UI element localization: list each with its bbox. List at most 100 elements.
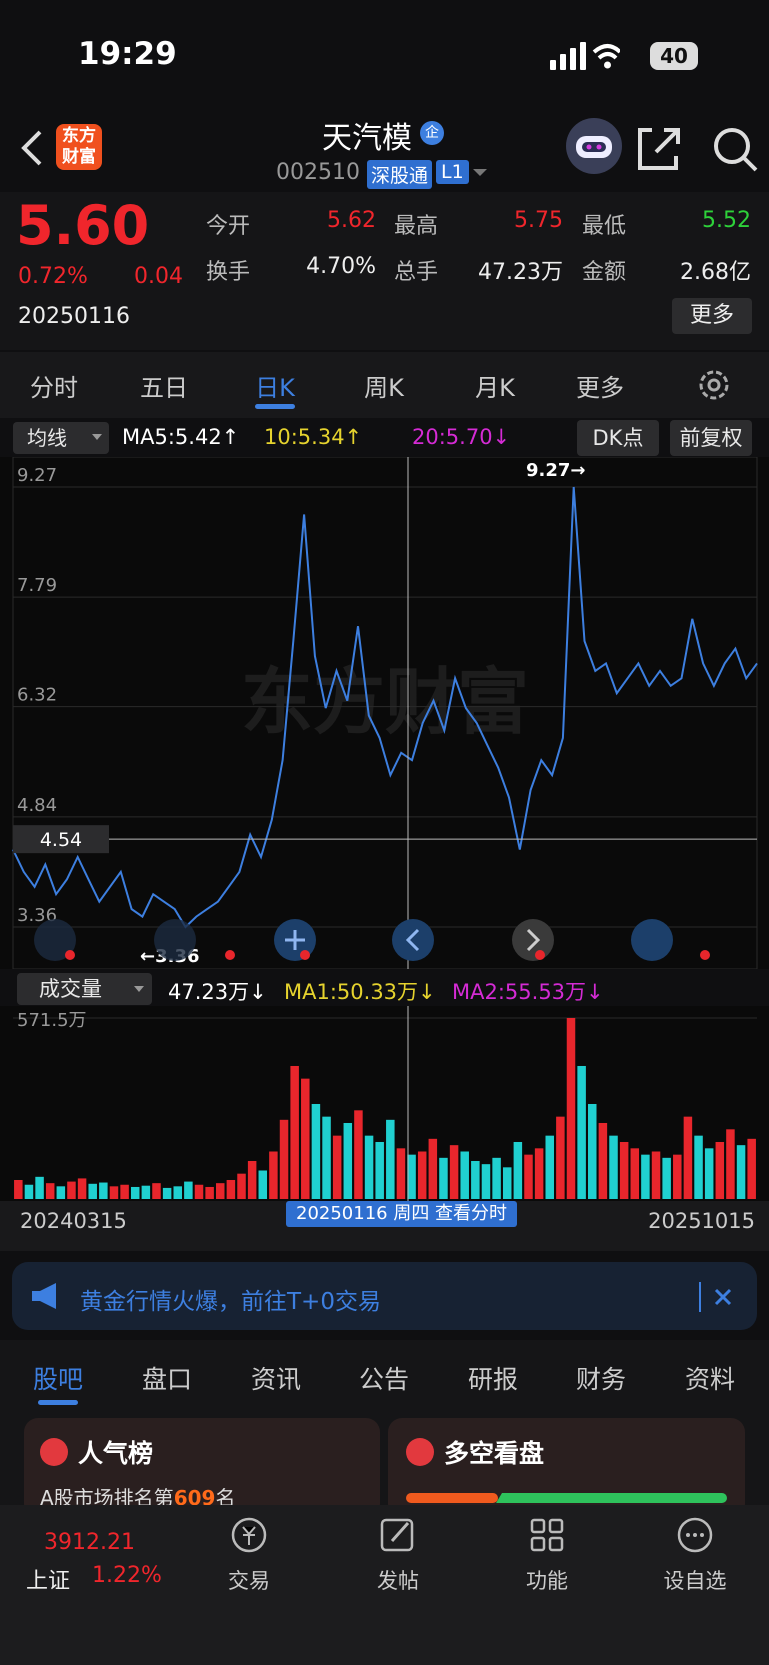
volume-bar: [184, 1181, 193, 1199]
period-tab[interactable]: 分时: [30, 374, 78, 402]
popular-icon: [40, 1438, 68, 1466]
dk-button[interactable]: DK点: [577, 420, 659, 456]
volume-bar: [396, 1148, 406, 1199]
field-label: 最低: [582, 214, 627, 239]
status-icons: [550, 42, 620, 70]
section-tab[interactable]: 股吧: [32, 1365, 83, 1394]
volume-bar: [428, 1138, 438, 1199]
volume-bar: [354, 1110, 363, 1199]
volume-bar: [269, 1151, 278, 1199]
volume-bar: [258, 1170, 268, 1199]
index-value: 3912.21: [44, 1530, 135, 1555]
section-underline: [38, 1400, 78, 1405]
date-tooltip[interactable]: 20250116 周四 查看分时: [286, 1201, 518, 1227]
ma-selector[interactable]: 均线: [13, 422, 109, 454]
volume-bar: [704, 1148, 714, 1199]
volume-bar: [364, 1135, 374, 1199]
volume-bar: [152, 1183, 161, 1199]
close-button[interactable]: [698, 1282, 738, 1312]
volume-bar: [439, 1157, 448, 1199]
volume-bar: [205, 1186, 214, 1199]
volume-bar: [343, 1122, 353, 1199]
adjust-button[interactable]: 前复权: [670, 420, 752, 456]
volume-bar: [35, 1176, 44, 1199]
volume-bar: [332, 1135, 342, 1199]
nav-item[interactable]: 功能: [526, 1569, 568, 1593]
volume-bar: [311, 1103, 321, 1199]
nav-item[interactable]: 设自选: [663, 1569, 727, 1593]
section-tab[interactable]: 财务: [575, 1365, 626, 1394]
section-tab[interactable]: 盘口: [141, 1365, 192, 1394]
period-tab[interactable]: 更多: [576, 374, 624, 402]
nav-item[interactable]: 交易: [228, 1569, 270, 1593]
y-tick-label: 7.79: [17, 575, 57, 596]
volume-ma2: MA2:55.53万↓: [452, 980, 604, 1004]
plot-frame: [12, 457, 758, 969]
ma20: 20:5.70↓: [412, 425, 511, 449]
more-button[interactable]: 更多: [672, 298, 752, 334]
y-tick-label: 9.27: [17, 465, 57, 486]
volume-bar: [513, 1141, 523, 1199]
field-value: 47.23万: [478, 260, 563, 285]
volume-bar: [77, 1178, 87, 1199]
field-label: 总手: [394, 260, 439, 285]
back-button[interactable]: [18, 128, 44, 168]
volume-bar: [556, 1116, 565, 1199]
volume-bar: [301, 1078, 310, 1199]
bottom-nav: [0, 1505, 769, 1665]
header-icons[interactable]: [564, 118, 764, 178]
ma10: 10:5.34↑: [264, 425, 363, 449]
volume-bar: [279, 1119, 289, 1199]
volume-bar: [45, 1183, 55, 1199]
index-change: 1.22%: [92, 1563, 162, 1588]
volume-bar: [216, 1183, 225, 1199]
period-tab[interactable]: 五日: [140, 374, 188, 402]
last-price: 5.60: [16, 194, 150, 257]
settings-icon[interactable]: [697, 368, 731, 402]
volume-bar: [641, 1154, 650, 1199]
volume-bar: [609, 1135, 618, 1199]
volume-bar: [566, 1018, 576, 1199]
banner-text: 黄金行情火爆，前往T+0交易: [80, 1289, 381, 1315]
crosshair-box: [13, 825, 109, 854]
megaphone-icon: [32, 1283, 56, 1309]
index-name: 上证: [26, 1569, 71, 1594]
volume-bar: [492, 1157, 501, 1199]
volume-bar: [502, 1167, 512, 1199]
promo-banner[interactable]: [12, 1262, 757, 1330]
volume-selector[interactable]: 成交量: [17, 973, 152, 1005]
section-tab[interactable]: 研报: [467, 1365, 518, 1394]
period-tab[interactable]: 周K: [364, 374, 404, 402]
period-tab[interactable]: 月K: [475, 374, 515, 402]
battery: 40: [650, 42, 698, 70]
x-tick-label: 20251015: [648, 1209, 755, 1233]
popular-card[interactable]: [24, 1418, 380, 1518]
volume-ma1: MA1:50.33万↓: [284, 980, 436, 1004]
volume-bar: [109, 1186, 119, 1199]
volume-chart: 571.5万: [0, 1006, 769, 1201]
volume-bar: [322, 1116, 331, 1199]
section-tab[interactable]: 资讯: [250, 1365, 301, 1394]
period-tab[interactable]: 日K: [255, 374, 295, 402]
volume-bar: [736, 1145, 746, 1199]
section-tab[interactable]: 资料: [684, 1365, 735, 1394]
dropdown[interactable]: [472, 168, 488, 178]
volume-bar: [598, 1122, 608, 1199]
volume-bar: [417, 1151, 427, 1199]
field-value: 5.52: [702, 208, 751, 233]
sentiment-bar: [406, 1493, 727, 1503]
volume-bar: [630, 1148, 640, 1199]
change-pct: 0.72%: [18, 264, 88, 289]
y-tick-label: 6.32: [17, 685, 57, 706]
sentiment-icon: [406, 1438, 434, 1466]
chart-toolbar[interactable]: [0, 910, 769, 966]
nav-item[interactable]: 发帖: [377, 1569, 419, 1593]
volume-bar: [56, 1186, 66, 1199]
field-label: 换手: [206, 260, 251, 285]
volume-bar: [67, 1181, 76, 1199]
y-tick-label: 4.84: [17, 795, 57, 816]
section-tab[interactable]: 公告: [358, 1365, 409, 1394]
volume-bar: [237, 1173, 246, 1199]
volume-bar: [375, 1141, 384, 1199]
sentiment-title: 多空看盘: [444, 1439, 545, 1468]
